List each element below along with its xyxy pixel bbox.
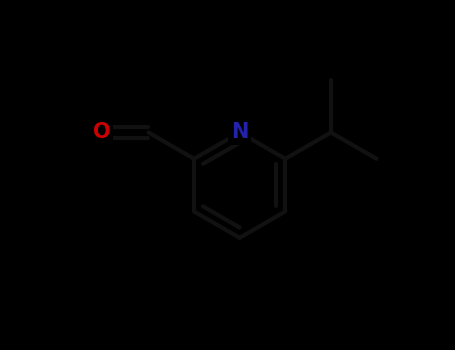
Text: N: N [231, 122, 248, 142]
Text: O: O [93, 122, 111, 142]
